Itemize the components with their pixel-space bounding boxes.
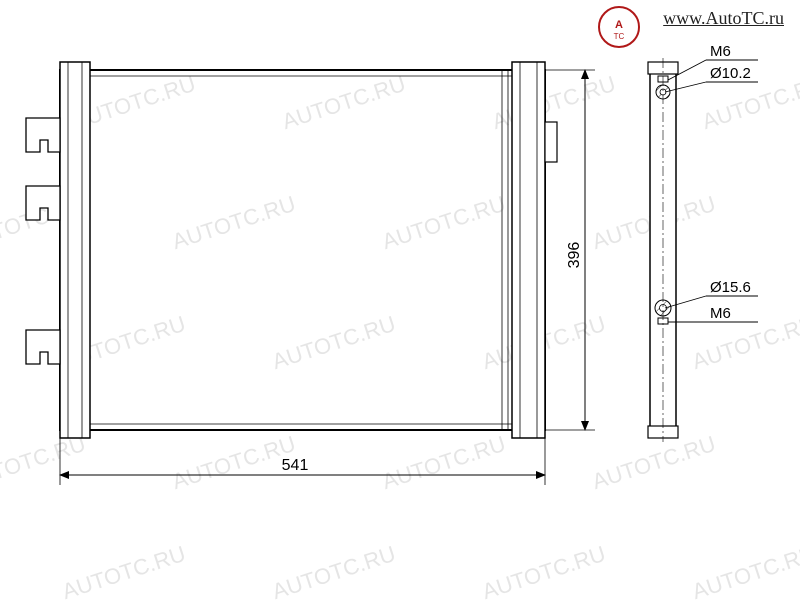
side-callouts: M6 Ø10.2 Ø15.6 M6 [665, 43, 758, 322]
front-view [26, 62, 557, 438]
side-view [648, 58, 678, 442]
callout-label: Ø15.6 [710, 279, 751, 296]
dim-height-value: 396 [566, 242, 583, 269]
callout-label: M6 [710, 43, 731, 60]
callout-label: M6 [710, 305, 731, 322]
technical-drawing: 541 396 M6 Ø10.2 Ø15.6 M6 [0, 0, 800, 600]
dim-width-value: 541 [282, 457, 309, 474]
dim-width: 541 [60, 438, 545, 485]
callout-label: Ø10.2 [710, 65, 751, 82]
